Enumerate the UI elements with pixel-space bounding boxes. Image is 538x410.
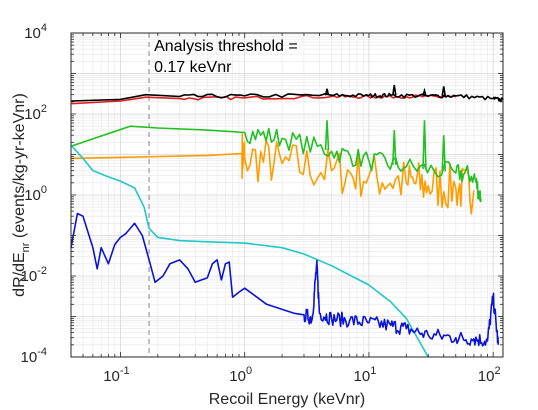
series-line-0 — [70, 133, 475, 215]
series-line-1 — [70, 125, 482, 203]
series-line-4 — [70, 144, 429, 358]
x-tick-labels: 10-1 100 101 102 — [103, 365, 500, 385]
x-tick-label: 100 — [229, 365, 252, 385]
y-axis-title: dR/dEnr (events/kg-yr-keVnr) — [11, 93, 32, 297]
series-line-5 — [70, 212, 500, 347]
y-tick-label: 104 — [24, 22, 47, 42]
y-tick-label: 10-2 — [21, 265, 47, 285]
series-line-3 — [70, 92, 504, 103]
series-peak-3 — [324, 88, 330, 96]
x-tick-label: 102 — [478, 365, 501, 385]
y-axis-title-unit: (events/kg-yr-keVnr) — [11, 93, 28, 242]
series-peak-1 — [391, 130, 397, 165]
x-axis-title: Recoil Energy (keVnr) — [209, 391, 366, 408]
series-peak-1 — [324, 120, 330, 151]
series-peak-1 — [422, 120, 427, 170]
threshold-annotation-line-2: 0.17 keVnr — [154, 59, 232, 76]
y-axis-title-main: dR/dE — [11, 252, 28, 296]
y-tick-labels: 10-4 10-2 100 102 104 — [21, 22, 47, 366]
series-layer — [70, 84, 504, 358]
y-tick-label: 102 — [24, 103, 47, 123]
series-peak-3 — [391, 84, 397, 96]
series-peak-3 — [441, 86, 447, 97]
axis-ticks — [70, 32, 503, 358]
y-tick-label: 10-4 — [21, 346, 47, 366]
series-peak-3 — [422, 87, 427, 97]
threshold-annotation-line-1: Analysis threshold = — [154, 38, 298, 55]
y-tick-label: 100 — [24, 184, 47, 204]
x-tick-label: 10-1 — [103, 365, 129, 385]
series-peak-1 — [441, 135, 447, 172]
x-tick-label: 101 — [354, 365, 377, 385]
y-axis-title-subscript: nr — [20, 242, 32, 252]
